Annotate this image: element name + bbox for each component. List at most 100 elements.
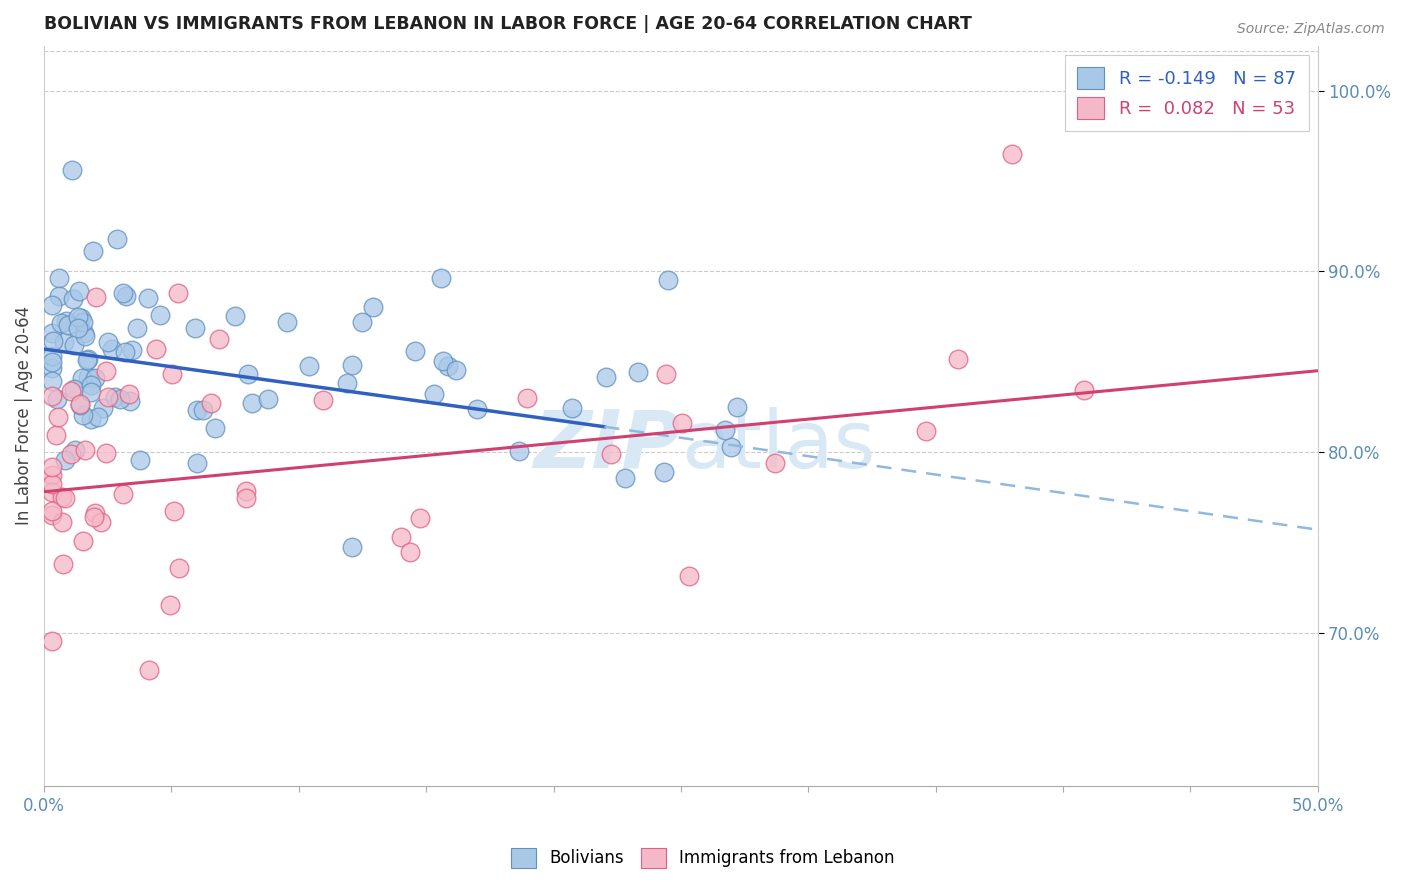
Point [80, 377, 103, 392]
Point [80, 412, 103, 426]
Point [224, 309, 246, 323]
Point [714, 423, 737, 437]
Point [60, 162, 83, 177]
Point [41, 634, 63, 648]
Point [94, 364, 117, 378]
Point [467, 402, 489, 417]
Point [53, 334, 76, 349]
Point [614, 471, 637, 485]
Point [97, 390, 120, 404]
Point [191, 403, 214, 417]
Point [66, 310, 89, 324]
Point [162, 503, 184, 517]
Point [45, 392, 67, 406]
Point [167, 561, 190, 575]
Point [129, 453, 152, 467]
Text: ZIP: ZIP [533, 407, 681, 484]
Point [41, 504, 63, 518]
Point [437, 359, 460, 373]
Point [678, 569, 700, 583]
Point [48, 271, 70, 285]
Point [41, 460, 63, 475]
Point [136, 291, 159, 305]
Legend: R = -0.149   N = 87, R =  0.082   N = 53: R = -0.149 N = 87, R = 0.082 N = 53 [1064, 54, 1309, 131]
Point [159, 598, 181, 612]
Point [51, 516, 73, 530]
Point [76, 353, 98, 368]
Point [186, 456, 208, 470]
Point [186, 403, 208, 417]
Legend: Bolivians, Immigrants from Lebanon: Bolivians, Immigrants from Lebanon [505, 841, 901, 875]
Point [77, 369, 100, 384]
Point [276, 315, 298, 329]
Point [69, 397, 91, 411]
Point [41, 360, 63, 375]
Point [101, 342, 124, 356]
Point [120, 393, 142, 408]
Text: atlas: atlas [681, 407, 875, 484]
Point [62, 338, 84, 352]
Point [72, 315, 94, 329]
Point [41, 349, 63, 363]
Point [41, 388, 63, 402]
Point [42, 334, 65, 349]
Point [84, 290, 107, 304]
Point [1073, 383, 1095, 397]
Point [599, 447, 621, 461]
Point [60, 384, 83, 398]
Point [97, 335, 120, 350]
Point [48, 289, 70, 303]
Point [516, 391, 538, 405]
Point [72, 534, 94, 549]
Point [361, 300, 384, 314]
Point [45, 428, 67, 442]
Point [763, 456, 786, 470]
Point [72, 408, 94, 422]
Point [103, 390, 125, 404]
Point [409, 511, 432, 525]
Point [342, 359, 364, 373]
Point [112, 487, 135, 501]
Point [118, 387, 141, 401]
Point [200, 395, 222, 409]
Point [127, 321, 149, 335]
Point [70, 311, 93, 326]
Point [62, 292, 84, 306]
Text: Source: ZipAtlas.com: Source: ZipAtlas.com [1237, 22, 1385, 37]
Point [77, 351, 100, 366]
Point [75, 329, 97, 343]
Point [91, 401, 114, 415]
Point [432, 354, 454, 368]
Point [49, 316, 72, 330]
Point [80, 384, 103, 399]
Point [595, 370, 617, 384]
Y-axis label: In Labor Force | Age 20-64: In Labor Force | Age 20-64 [15, 306, 32, 525]
Point [121, 343, 143, 357]
Point [56, 318, 79, 332]
Point [312, 392, 335, 407]
Point [41, 477, 63, 491]
Point [720, 441, 742, 455]
Point [1001, 147, 1024, 161]
Point [655, 367, 678, 381]
Point [162, 367, 184, 381]
Point [238, 367, 260, 381]
Point [204, 421, 226, 435]
Point [430, 271, 453, 285]
Point [53, 453, 76, 467]
Point [298, 359, 321, 373]
Point [149, 308, 172, 322]
Point [725, 401, 748, 415]
Point [111, 286, 134, 301]
Point [52, 558, 75, 572]
Point [105, 232, 128, 246]
Point [115, 288, 138, 302]
Point [73, 443, 96, 458]
Point [560, 401, 582, 415]
Point [342, 540, 364, 554]
Point [59, 447, 82, 461]
Point [83, 509, 105, 524]
Point [53, 491, 76, 506]
Point [51, 491, 73, 505]
Point [41, 355, 63, 369]
